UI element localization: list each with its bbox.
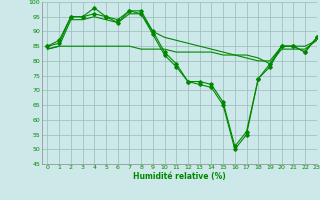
X-axis label: Humidité relative (%): Humidité relative (%) [133,172,226,181]
